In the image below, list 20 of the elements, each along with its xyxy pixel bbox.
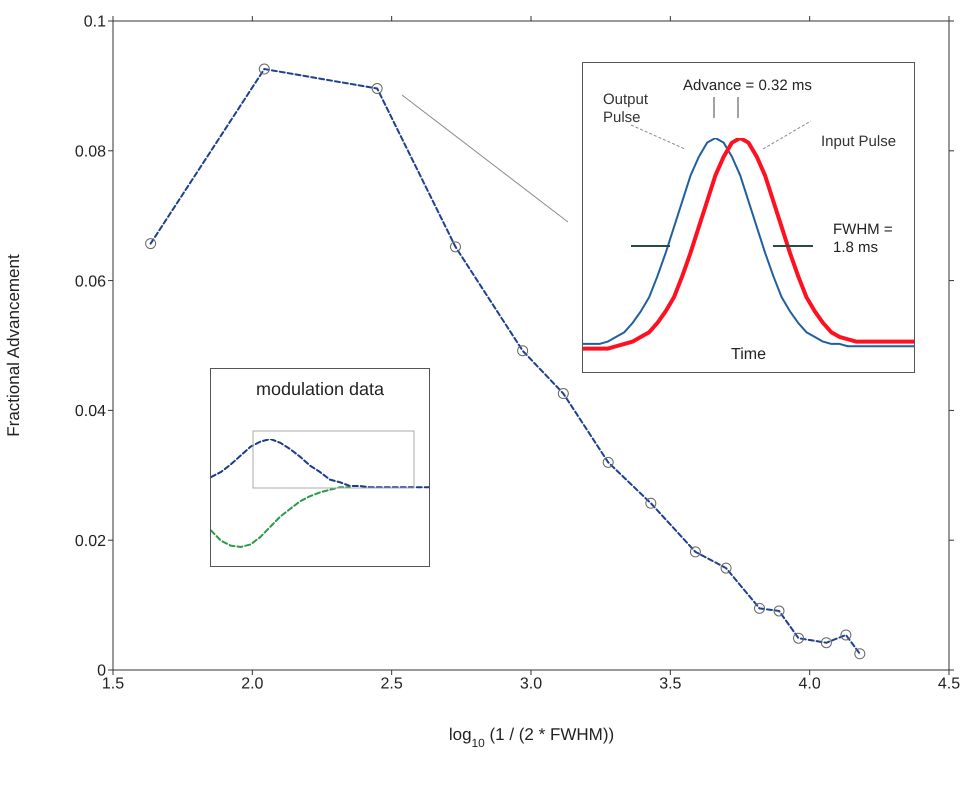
x-axis-title: Time	[730, 346, 767, 364]
annotation: Advance = 0.32 ms	[683, 77, 813, 95]
chart-title: modulation data	[254, 379, 386, 400]
x-axis-title: log$_{10}$ (1 / (2 * FWHM))	[448, 725, 614, 750]
x-tick-label: 4.5	[938, 675, 960, 692]
x-tick-label: 3.5	[659, 675, 682, 692]
annotation: FWHM = 1.8 ms	[833, 221, 894, 257]
x-tick-label: 1.5	[102, 675, 124, 692]
x-tick-label: 4.0	[798, 675, 821, 692]
y-axis-title: Fractional Advancement	[4, 254, 24, 437]
x-tick-label: 2.5	[380, 675, 403, 692]
x-tick-label: 3.0	[520, 675, 542, 692]
y-tick-label: 0.02	[74, 532, 106, 550]
text: Input Pulse	[821, 133, 898, 151]
text: Output Pulse	[603, 91, 650, 127]
y-tick-label: 0.04	[74, 403, 106, 420]
y-tick-label: 0.1	[84, 14, 106, 31]
y-tick-label: 0.06	[74, 273, 106, 290]
y-tick-label: 0.08	[74, 143, 106, 160]
x-tick-label: 2.0	[241, 675, 264, 692]
